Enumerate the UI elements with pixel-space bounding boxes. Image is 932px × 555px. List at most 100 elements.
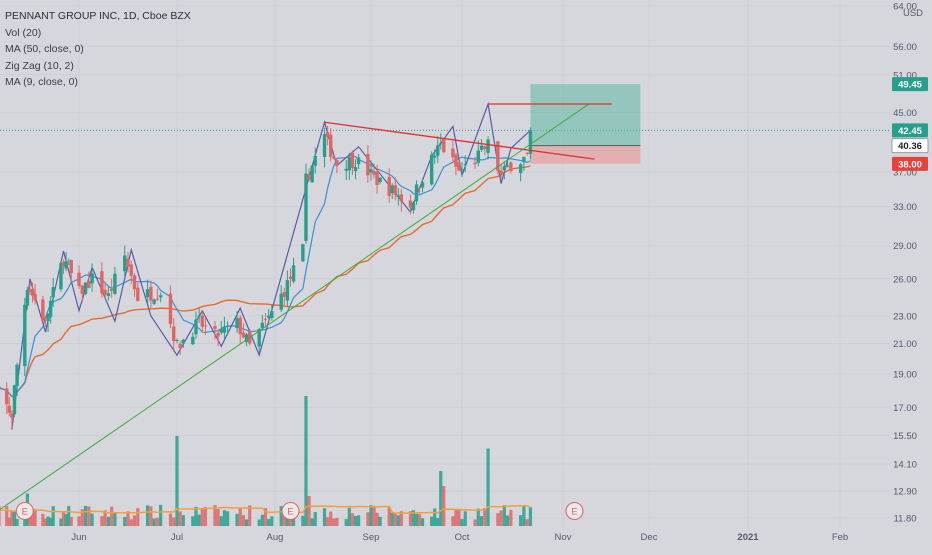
candle-body[interactable] xyxy=(285,280,290,301)
candle-body[interactable] xyxy=(429,154,434,185)
candle-body[interactable] xyxy=(483,146,487,150)
candle-body[interactable] xyxy=(219,329,223,333)
candle-body[interactable] xyxy=(390,185,394,194)
candle-body[interactable] xyxy=(48,300,53,318)
candle-body[interactable] xyxy=(329,134,333,157)
candle-body[interactable] xyxy=(417,187,422,189)
candle-body[interactable] xyxy=(502,165,507,170)
candle-body[interactable] xyxy=(353,167,358,172)
candle-body[interactable] xyxy=(396,195,400,198)
candle-body[interactable] xyxy=(378,177,382,183)
candle-body[interactable] xyxy=(51,287,55,298)
candle-body[interactable] xyxy=(463,163,467,165)
candle-body[interactable] xyxy=(64,261,68,269)
candle-body[interactable] xyxy=(30,289,35,296)
candle-body[interactable] xyxy=(347,157,352,171)
candle-body[interactable] xyxy=(282,291,286,297)
candle-body[interactable] xyxy=(109,288,114,292)
candle-body[interactable] xyxy=(393,185,397,195)
candle-body[interactable] xyxy=(178,343,182,348)
candle-body[interactable] xyxy=(473,162,477,165)
candle-body[interactable] xyxy=(136,287,140,301)
candle-body[interactable] xyxy=(145,289,150,298)
candle-body[interactable] xyxy=(46,313,50,322)
candle-body[interactable] xyxy=(496,141,500,171)
legend-zigzag[interactable]: Zig Zag (10, 2) xyxy=(5,59,74,72)
candle-body[interactable] xyxy=(235,318,239,329)
candle-body[interactable] xyxy=(509,162,513,172)
candle-body[interactable] xyxy=(113,273,117,294)
candle-body[interactable] xyxy=(505,165,510,167)
candle-body[interactable] xyxy=(399,194,404,202)
candle-body[interactable] xyxy=(344,168,348,171)
earnings-marker-circle[interactable] xyxy=(15,501,34,521)
candle-body[interactable] xyxy=(460,169,464,171)
candle-body[interactable] xyxy=(310,165,314,183)
candle-body[interactable] xyxy=(270,310,274,319)
candle-body[interactable] xyxy=(476,150,480,163)
candle-body[interactable] xyxy=(436,145,440,156)
candle-body[interactable] xyxy=(132,275,137,290)
candle-body[interactable] xyxy=(25,289,30,306)
candle-body[interactable] xyxy=(499,170,503,175)
candle-body[interactable] xyxy=(420,182,425,188)
candle-body[interactable] xyxy=(100,271,104,294)
candle-body[interactable] xyxy=(23,304,27,367)
candle-body[interactable] xyxy=(191,336,195,345)
candle-body[interactable] xyxy=(244,334,249,342)
candle-body[interactable] xyxy=(238,317,242,335)
candle-body[interactable] xyxy=(66,263,71,265)
candle-body[interactable] xyxy=(304,173,308,241)
candle-body[interactable] xyxy=(356,157,361,165)
candle-body[interactable] xyxy=(87,280,91,288)
candle-body[interactable] xyxy=(486,139,490,153)
candle-body[interactable] xyxy=(366,153,370,176)
candle-body[interactable] xyxy=(439,142,443,144)
candle-body[interactable] xyxy=(313,155,317,166)
candle-body[interactable] xyxy=(372,171,376,175)
candle-body[interactable] xyxy=(411,202,416,211)
candle-body[interactable] xyxy=(522,156,526,162)
legend-ma50[interactable]: MA (50, close, 0) xyxy=(5,43,84,55)
earnings-marker-circle[interactable] xyxy=(565,501,584,521)
candle-body[interactable] xyxy=(43,317,48,319)
candle-body[interactable] xyxy=(5,388,9,405)
candle-body[interactable] xyxy=(433,155,437,158)
candle-body[interactable] xyxy=(457,162,461,171)
candle-body[interactable] xyxy=(525,152,529,154)
candle-body[interactable] xyxy=(168,293,173,324)
candle-body[interactable] xyxy=(216,332,220,337)
candle-body[interactable] xyxy=(203,325,208,327)
candle-body[interactable] xyxy=(194,319,198,335)
legend-volume[interactable]: Vol (20) xyxy=(5,26,42,39)
resistance-trendline[interactable] xyxy=(324,121,595,160)
candle-body[interactable] xyxy=(222,326,227,333)
candle-body[interactable] xyxy=(408,200,413,208)
candle-body[interactable] xyxy=(175,339,179,341)
candle-body[interactable] xyxy=(257,329,261,347)
candle-body[interactable] xyxy=(375,171,379,186)
candle-body[interactable] xyxy=(322,134,327,158)
candle-body[interactable] xyxy=(213,326,217,330)
candle-body[interactable] xyxy=(291,265,296,282)
candle-body[interactable] xyxy=(325,132,330,137)
candle-body[interactable] xyxy=(451,148,455,158)
candle-body[interactable] xyxy=(83,282,88,294)
candle-body[interactable] xyxy=(129,264,133,276)
candle-body[interactable] xyxy=(528,130,533,154)
candle-body[interactable] xyxy=(181,339,186,344)
candle-body[interactable] xyxy=(225,325,230,327)
candle-body[interactable] xyxy=(41,299,45,321)
candle-body[interactable] xyxy=(28,289,32,293)
legend-ma9[interactable]: MA (9, close, 0) xyxy=(5,76,78,88)
candle-body[interactable] xyxy=(200,315,204,327)
candle-body[interactable] xyxy=(301,244,305,262)
candle-body[interactable] xyxy=(80,285,84,294)
candle-body[interactable] xyxy=(442,138,446,153)
candle-body[interactable] xyxy=(123,255,127,272)
candle-body[interactable] xyxy=(90,273,94,284)
target-zone[interactable] xyxy=(530,84,641,146)
candle-body[interactable] xyxy=(7,405,12,413)
candle-body[interactable] xyxy=(414,184,419,202)
